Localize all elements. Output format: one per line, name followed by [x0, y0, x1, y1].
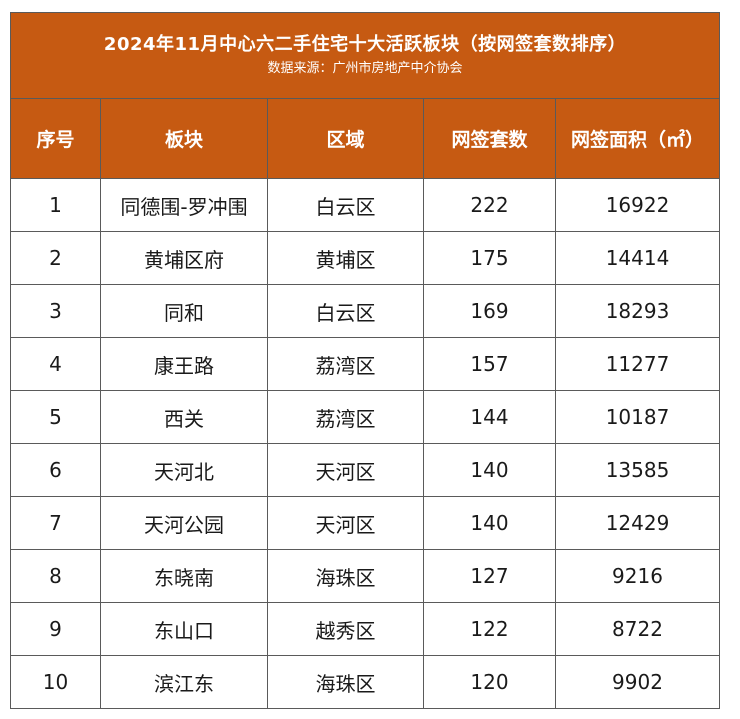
col-header-block: 板块: [100, 99, 268, 179]
cell-district: 海珠区: [267, 549, 424, 603]
cell-area: 16922: [555, 178, 719, 232]
cell-block: 天河公园: [100, 496, 268, 550]
cell-area: 18293: [555, 284, 719, 338]
cell-count: 169: [423, 284, 556, 338]
cell-rank: 6: [11, 443, 101, 497]
cell-block: 天河北: [100, 443, 268, 497]
cell-block: 黄埔区府: [100, 231, 268, 285]
cell-district: 天河区: [267, 496, 424, 550]
table-row: 8 东晓南 海珠区 127 9216: [11, 549, 719, 603]
table-row: 6 天河北 天河区 140 13585: [11, 443, 719, 497]
cell-district: 黄埔区: [267, 231, 424, 285]
cell-district: 白云区: [267, 284, 424, 338]
cell-count: 157: [423, 337, 556, 391]
table-row: 4 康王路 荔湾区 157 11277: [11, 337, 719, 391]
cell-block: 东山口: [100, 602, 268, 656]
cell-count: 140: [423, 496, 556, 550]
cell-block: 滨江东: [100, 655, 268, 708]
col-header-area: 网签面积（㎡）: [555, 99, 719, 179]
cell-area: 11277: [555, 337, 719, 391]
cell-block: 同和: [100, 284, 268, 338]
cell-area: 9216: [555, 549, 719, 603]
table-title: 2024年11月中心六二手住宅十大活跃板块（按网签套数排序）: [103, 34, 627, 55]
table-row: 5 西关 荔湾区 144 10187: [11, 390, 719, 444]
col-header-count: 网签套数: [423, 99, 556, 179]
cell-count: 222: [423, 178, 556, 232]
cell-count: 120: [423, 655, 556, 708]
cell-count: 127: [423, 549, 556, 603]
table-row: 1 同德围-罗冲围 白云区 222 16922: [11, 178, 719, 232]
data-source: 数据来源：广州市房地产中介协会: [267, 61, 463, 76]
cell-district: 白云区: [267, 178, 424, 232]
cell-block: 同德围-罗冲围: [100, 178, 268, 232]
cell-district: 天河区: [267, 443, 424, 497]
table-row: 7 天河公园 天河区 140 12429: [11, 496, 719, 550]
cell-district: 越秀区: [267, 602, 424, 656]
cell-count: 144: [423, 390, 556, 444]
table-row: 2 黄埔区府 黄埔区 175 14414: [11, 231, 719, 285]
cell-rank: 9: [11, 602, 101, 656]
ranking-table-frame: 2024年11月中心六二手住宅十大活跃板块（按网签套数排序） 数据来源：广州市房…: [10, 12, 720, 709]
cell-area: 12429: [555, 496, 719, 550]
col-header-rank: 序号: [11, 99, 101, 179]
cell-district: 海珠区: [267, 655, 424, 708]
title-block: 2024年11月中心六二手住宅十大活跃板块（按网签套数排序） 数据来源：广州市房…: [11, 13, 719, 99]
header-row: 序号 板块 区域 网签套数 网签面积（㎡）: [11, 99, 719, 179]
table-row: 3 同和 白云区 169 18293: [11, 284, 719, 338]
cell-rank: 2: [11, 231, 101, 285]
cell-area: 13585: [555, 443, 719, 497]
ranking-table: 序号 板块 区域 网签套数 网签面积（㎡） 1 同德围-罗冲围 白云区 222 1692…: [11, 99, 719, 708]
cell-district: 荔湾区: [267, 337, 424, 391]
cell-area: 8722: [555, 602, 719, 656]
cell-rank: 1: [11, 178, 101, 232]
cell-block: 东晓南: [100, 549, 268, 603]
cell-rank: 4: [11, 337, 101, 391]
cell-area: 14414: [555, 231, 719, 285]
cell-count: 175: [423, 231, 556, 285]
cell-rank: 10: [11, 655, 101, 708]
table-body: 1 同德围-罗冲围 白云区 222 16922 2 黄埔区府 黄埔区 175 14414 3 同和 白云…: [11, 178, 719, 708]
table-row: 10 滨江东 海珠区 120 9902: [11, 655, 719, 708]
table-row: 9 东山口 越秀区 122 8722: [11, 602, 719, 656]
cell-area: 10187: [555, 390, 719, 444]
cell-block: 康王路: [100, 337, 268, 391]
cell-rank: 8: [11, 549, 101, 603]
cell-rank: 5: [11, 390, 101, 444]
cell-block: 西关: [100, 390, 268, 444]
cell-rank: 7: [11, 496, 101, 550]
cell-area: 9902: [555, 655, 719, 708]
cell-count: 122: [423, 602, 556, 656]
cell-count: 140: [423, 443, 556, 497]
cell-district: 荔湾区: [267, 390, 424, 444]
col-header-district: 区域: [267, 99, 424, 179]
cell-rank: 3: [11, 284, 101, 338]
